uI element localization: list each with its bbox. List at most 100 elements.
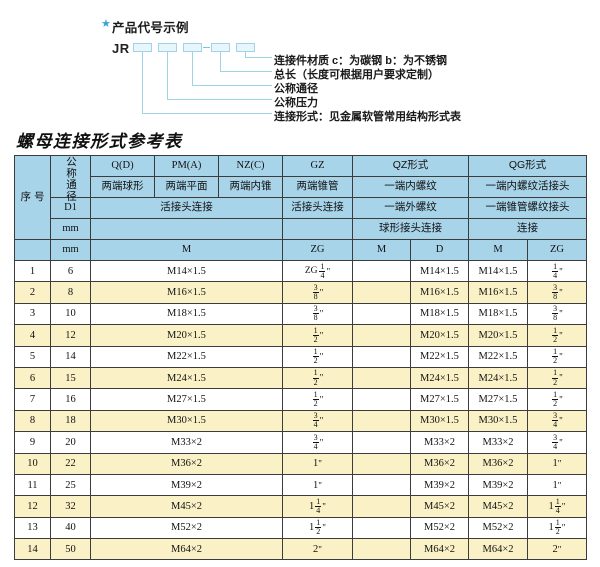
cell-qz-m: [352, 473, 411, 497]
cell-gz-zg: ZG 1 4 ": [282, 259, 353, 283]
cell-qg-zg: 1 1 2 ": [527, 516, 587, 540]
cell-gz-zg: 1": [282, 452, 353, 475]
cell-m-union: M27×1.5: [90, 388, 283, 411]
header-unit: mm: [50, 218, 91, 240]
cell-qg-m: M45×2: [468, 495, 528, 518]
cell-qg-zg: 3 8 ": [527, 281, 587, 304]
leader-line-diameter-v: [192, 52, 193, 86]
cell-qz-m: [352, 259, 411, 283]
header-row-desc2: D1 活接头连接 活接头连接 一端外螺纹 一端锥管螺纹接头: [15, 197, 587, 219]
cell-qz-d: M16×1.5: [410, 281, 469, 304]
cell-nominal-diameter: 40: [50, 516, 91, 540]
header-row-subheads: mm M ZG M D M ZG: [14, 239, 587, 261]
cell-nominal-diameter: 22: [50, 452, 91, 475]
leader-line-pressure-h: [167, 99, 272, 100]
header-row-desc3: mm 球形接头连接 连接: [15, 218, 587, 240]
cell-qz-m: [352, 538, 411, 561]
legend-item-diameter: 公称通径: [274, 83, 318, 95]
header-desc-pma: 两端平面: [154, 176, 219, 198]
header-sub-zg-gz: ZG: [282, 239, 353, 261]
cell-nominal-diameter: 10: [50, 302, 91, 326]
cell-qz-d: M39×2: [410, 473, 469, 497]
cell-gz-zg: 1 1 2 ": [282, 516, 353, 540]
table-row: 10 22 M36×2 1" M36×2 M36×2 1": [14, 452, 587, 475]
cell-nominal-diameter: 25: [50, 473, 91, 497]
cell-nominal-diameter: 32: [50, 495, 91, 518]
table-row: 8 18 M30×1.5 3 4 " M30×1.5 M30×1.5 3 4 ": [14, 409, 587, 433]
header-code-pma: PM(A): [154, 155, 219, 177]
cell-m-union: M30×1.5: [90, 409, 283, 433]
cell-serial: 1: [14, 259, 51, 283]
table-row: 6 15 M24×1.5 1 2 " M24×1.5 M24×1.5 1 2 ": [14, 366, 587, 390]
header-connect-qg: 连接: [468, 218, 587, 240]
cell-qz-d: M22×1.5: [410, 345, 469, 368]
cell-qz-d: M27×1.5: [410, 388, 469, 411]
cell-nominal-diameter: 15: [50, 366, 91, 390]
header-sub-m-left: M: [90, 239, 283, 261]
table-row: 9 20 M33×2 3 4 " M33×2 M33×2 3 4 ": [14, 431, 587, 454]
table-row: 4 12 M20×1.5 1 2 " M20×1.5 M20×1.5 1 2 ": [14, 324, 587, 347]
header-row-desc1: 两端球形 两端平面 两端内锥 两端锥管 一端内螺纹 一端内螺纹活接头: [15, 176, 587, 198]
cell-serial: 2: [14, 281, 51, 304]
table-body: 1 6 M14×1.5 ZG 1 4 " M14×1.5 M14×1.5 1 4 " 2 8 M16×1.5…: [14, 259, 587, 561]
header-blank-left: [90, 218, 283, 240]
header-row-codes: 序 号 公称通径 Q(D) PM(A) NZ(C) GZ QZ形式 QG形式: [14, 155, 587, 240]
product-code-prefix: JR: [112, 41, 130, 56]
cell-qz-d: M52×2: [410, 516, 469, 540]
cell-gz-zg: 1 2 ": [282, 366, 353, 390]
cell-m-union: M52×2: [90, 516, 283, 540]
cell-serial: 13: [14, 516, 51, 540]
cell-qz-m: [352, 431, 411, 454]
code-box-3: [183, 43, 202, 52]
cell-qz-d: M45×2: [410, 495, 469, 518]
leader-line-form-h: [142, 113, 272, 114]
legend-item-material: 连接件材质 c：为碳钢 b：为不锈钢: [274, 55, 447, 67]
cell-qg-m: M33×2: [468, 431, 528, 454]
header-sub-m-qg: M: [468, 239, 528, 261]
header-desc-qd: 两端球形: [90, 176, 155, 198]
cell-m-union: M18×1.5: [90, 302, 283, 326]
cell-serial: 8: [14, 409, 51, 433]
cell-serial: 9: [14, 431, 51, 454]
cell-nominal-diameter: 20: [50, 431, 91, 454]
cell-qg-zg: 3 8 ": [527, 302, 587, 326]
cell-qg-zg: 1 1 4 ": [527, 495, 587, 518]
header-code-qd: Q(D): [90, 155, 155, 177]
table-row: 5 14 M22×1.5 1 2 " M22×1.5 M22×1.5 1 2 ": [14, 345, 587, 368]
cell-serial: 14: [14, 538, 51, 561]
table-row: 7 16 M27×1.5 1 2 " M27×1.5 M27×1.5 1 2 ": [14, 388, 587, 411]
cell-nominal-diameter: 16: [50, 388, 91, 411]
table-row: 12 32 M45×2 1 1 4 " M45×2 M45×2 1 1 4 ": [14, 495, 587, 518]
cell-m-union: M14×1.5: [90, 259, 283, 283]
cell-m-union: M24×1.5: [90, 366, 283, 390]
legend-item-form: 连接形式：见金属软管常用结构形式表: [274, 111, 461, 123]
cell-qg-zg: 1 2 ": [527, 345, 587, 368]
code-box-2: [158, 43, 177, 52]
cell-serial: 7: [14, 388, 51, 411]
cell-m-union: M64×2: [90, 538, 283, 561]
leader-line-material-h: [245, 57, 272, 58]
header-d1: D1: [50, 197, 91, 219]
table-row: 11 25 M39×2 1" M39×2 M39×2 1": [14, 473, 587, 497]
cell-qg-m: M20×1.5: [468, 324, 528, 347]
header-thread-qz: 一端外螺纹: [352, 197, 469, 219]
header-union-left: 活接头连接: [90, 197, 283, 219]
cell-nominal-diameter: 6: [50, 259, 91, 283]
cell-qz-m: [352, 302, 411, 326]
header-code-qz: QZ形式: [352, 155, 469, 177]
cell-gz-zg: 1 2 ": [282, 345, 353, 368]
leader-line-length-h: [220, 71, 272, 72]
cell-m-union: M22×1.5: [90, 345, 283, 368]
cell-qg-m: M36×2: [468, 452, 528, 475]
cell-gz-zg: 1 2 ": [282, 388, 353, 411]
leader-line-material-v: [245, 52, 246, 58]
cell-qg-m: M22×1.5: [468, 345, 528, 368]
cell-qg-m: M14×1.5: [468, 259, 528, 283]
cell-gz-zg: 1 1 4 ": [282, 495, 353, 518]
code-box-4: [211, 43, 230, 52]
cell-qg-zg: 1 2 ": [527, 324, 587, 347]
cell-m-union: M16×1.5: [90, 281, 283, 304]
cell-qz-d: M14×1.5: [410, 259, 469, 283]
table-row: 2 8 M16×1.5 3 8 " M16×1.5 M16×1.5 3 8 ": [14, 281, 587, 304]
cell-gz-zg: 3 8 ": [282, 281, 353, 304]
